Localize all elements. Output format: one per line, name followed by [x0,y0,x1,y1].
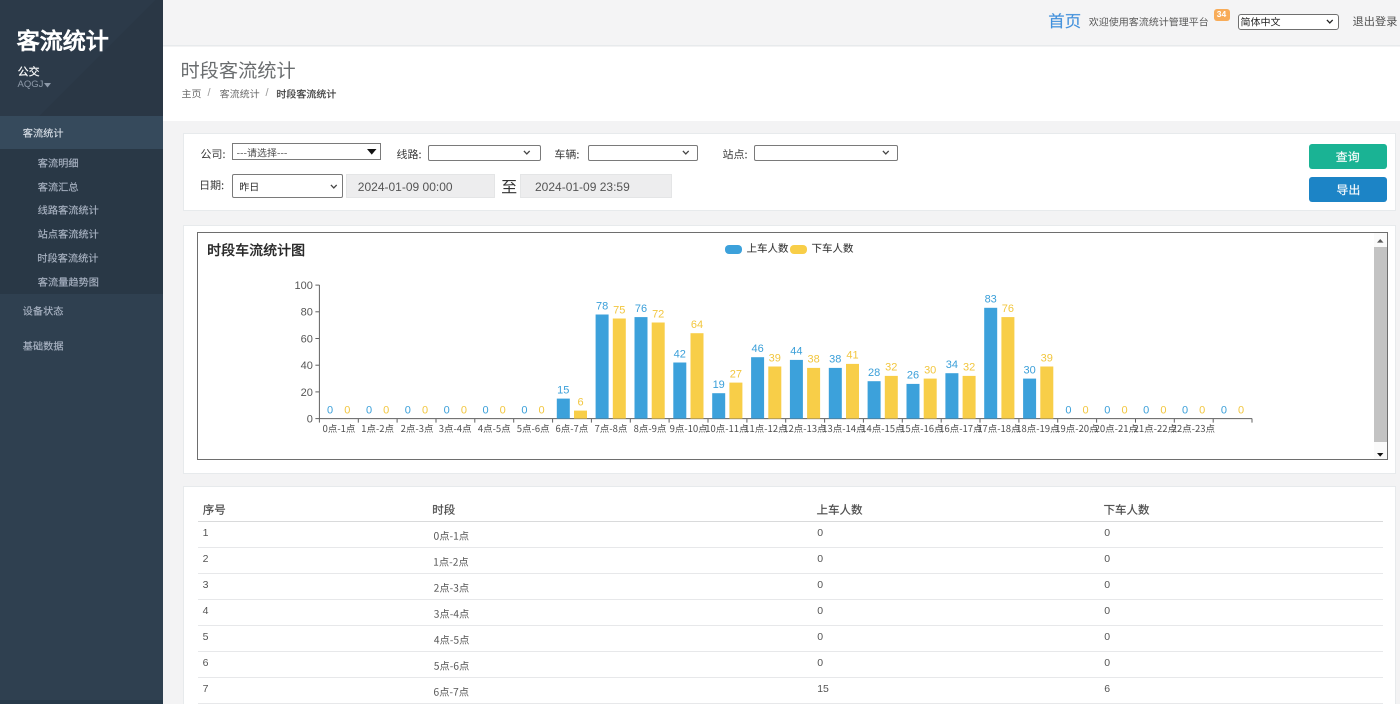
svg-text:0: 0 [383,404,389,416]
svg-text:0: 0 [521,404,527,416]
svg-text:38: 38 [829,354,841,366]
svg-text:0: 0 [1199,404,1205,416]
svg-text:39: 39 [769,352,781,364]
svg-text:83: 83 [985,294,997,306]
svg-text:30: 30 [924,364,936,376]
svg-text:0: 0 [461,404,467,416]
svg-text:6: 6 [577,396,583,408]
svg-text:0: 0 [1065,404,1071,416]
svg-text:27: 27 [730,368,742,380]
svg-text:26: 26 [907,370,919,382]
svg-text:0: 0 [405,404,411,416]
svg-text:0: 0 [1121,404,1127,416]
svg-text:0: 0 [1182,404,1188,416]
svg-text:42: 42 [674,348,686,360]
svg-text:40: 40 [301,360,313,372]
svg-text:0: 0 [500,404,506,416]
svg-text:76: 76 [1002,303,1014,315]
svg-text:76: 76 [635,303,647,315]
svg-text:34: 34 [946,359,958,371]
svg-text:39: 39 [1041,352,1053,364]
svg-text:60: 60 [301,333,313,345]
svg-text:0: 0 [422,404,428,416]
svg-text:0: 0 [444,404,450,416]
svg-text:0: 0 [307,414,313,426]
svg-text:44: 44 [790,346,802,358]
svg-text:0: 0 [1143,404,1149,416]
svg-text:28: 28 [868,367,880,379]
svg-text:0: 0 [1221,404,1227,416]
svg-text:0: 0 [1104,404,1110,416]
svg-text:0: 0 [539,404,545,416]
svg-text:41: 41 [846,350,858,362]
svg-text:15: 15 [557,384,569,396]
svg-text:0: 0 [344,404,350,416]
svg-text:0: 0 [1160,404,1166,416]
svg-text:78: 78 [596,300,608,312]
svg-text:72: 72 [652,308,664,320]
svg-text:19: 19 [713,379,725,391]
svg-text:20: 20 [301,387,313,399]
svg-text:32: 32 [963,362,975,374]
svg-text:38: 38 [807,354,819,366]
svg-text:0: 0 [1238,404,1244,416]
svg-text:32: 32 [885,362,897,374]
svg-text:0: 0 [482,404,488,416]
svg-text:80: 80 [301,307,313,319]
svg-text:100: 100 [295,280,313,292]
svg-text:75: 75 [613,304,625,316]
svg-text:46: 46 [751,343,763,355]
svg-text:0: 0 [1083,404,1089,416]
svg-text:0: 0 [327,404,333,416]
svg-text:30: 30 [1023,364,1035,376]
svg-text:0: 0 [366,404,372,416]
svg-text:64: 64 [691,319,703,331]
